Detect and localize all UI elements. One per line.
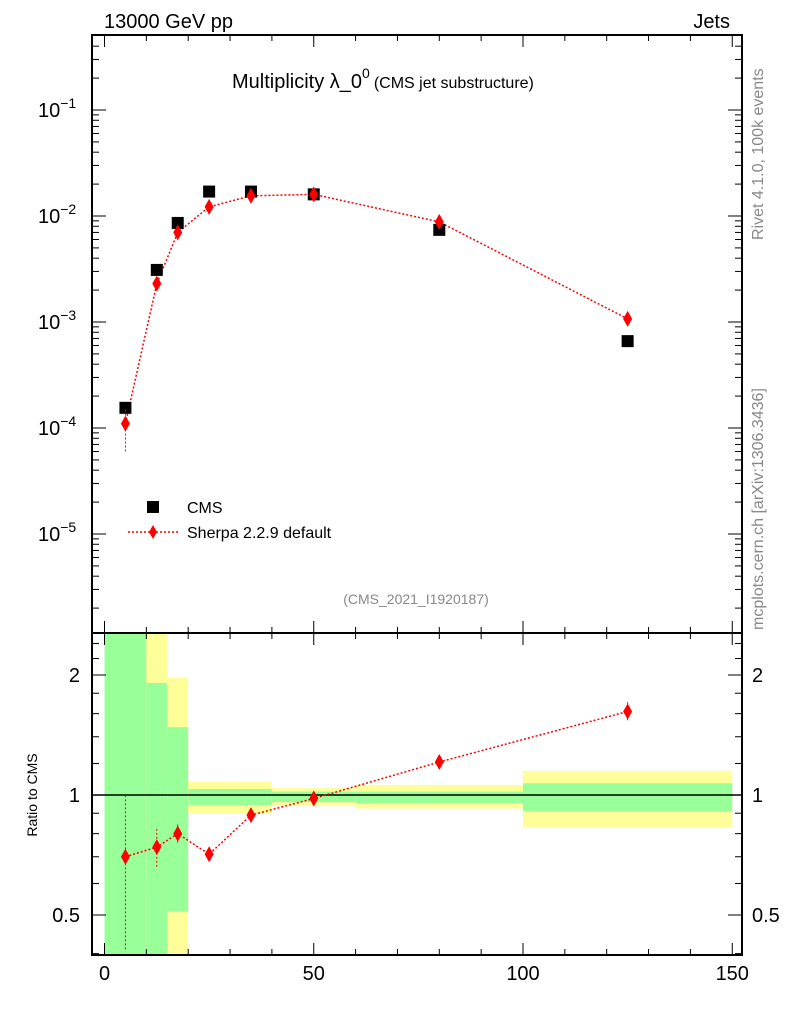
title-sub: (CMS jet substructure)	[374, 75, 534, 92]
title-sup: 0	[362, 65, 370, 81]
cms-point	[203, 185, 216, 198]
stat-uncertainty-band	[104, 634, 147, 954]
header-left: 13000 GeV pp	[104, 11, 233, 33]
mc-point	[120, 415, 130, 432]
legend-data-marker	[147, 501, 159, 513]
ratio-point	[623, 703, 633, 720]
cms-point	[119, 401, 132, 414]
legend-data-label: CMS	[187, 500, 223, 517]
ratio-y-tick-label-right: 2	[752, 665, 763, 687]
plot-title: Multiplicity λ_00(CMS jet substructure)	[232, 65, 534, 93]
stat-uncertainty-band	[167, 727, 189, 912]
stat-uncertainty-band	[230, 789, 272, 805]
ratio-point	[309, 790, 319, 807]
mc-point	[434, 213, 444, 230]
axis-ticks	[92, 35, 742, 955]
ratio-frame	[91, 632, 743, 956]
ratio-y-tick-label: 0.5	[52, 905, 80, 927]
stat-uncertainty-band	[355, 791, 523, 803]
ratio-y-tick-label: 2	[69, 665, 80, 687]
mc-point	[152, 275, 162, 292]
stat-uncertainty-band	[146, 682, 168, 954]
ratio-point	[120, 848, 130, 865]
x-tick-label: 50	[303, 963, 325, 985]
y-tick-label: 10−4	[38, 413, 76, 440]
ratio-point	[434, 753, 444, 770]
cms-point	[621, 335, 634, 348]
x-tick-label: 150	[716, 963, 749, 985]
data-series	[119, 185, 634, 950]
legend-mc-label: Sherpa 2.2.9 default	[187, 525, 332, 542]
ratio-ylabel: Ratio to CMS	[24, 753, 40, 836]
cms-point	[150, 263, 163, 276]
y-tick-label: 10−3	[38, 307, 76, 334]
legend-mc-marker	[149, 525, 157, 539]
tick-labels: 10−1 10−2 10−3 10−4 10−5 0.5 0.5 1 1 2 2 0 50 100 150	[38, 95, 780, 985]
mc-point	[623, 310, 633, 327]
header-right: Jets	[693, 11, 730, 33]
mc-point	[309, 186, 319, 203]
stat-uncertainty-band	[523, 783, 733, 812]
stat-uncertainty-band	[188, 789, 231, 805]
y-tick-label: 10−2	[38, 201, 76, 228]
x-tick-label: 0	[99, 963, 110, 985]
y-tick-label: 10−5	[38, 519, 76, 546]
mc-point	[204, 198, 214, 215]
x-tick-label: 100	[506, 963, 539, 985]
ratio-y-tick-label-right: 0.5	[752, 905, 780, 927]
ratio-point	[246, 807, 256, 824]
ratio-point	[152, 839, 162, 856]
analysis-id: (CMS_2021_I1920187)	[343, 591, 489, 607]
ratio-point	[204, 846, 214, 863]
ratio-line	[125, 710, 628, 858]
legend: CMS Sherpa 2.2.9 default	[128, 500, 332, 542]
y-tick-label: 10−1	[38, 95, 76, 122]
side-text-top: Rivet 4.1.0, 100k events	[750, 68, 767, 240]
side-text-bottom: mcplots.cern.ch [arXiv:1306.3436]	[750, 388, 767, 630]
ratio-uncertainty-bands	[92, 634, 742, 954]
mc-point	[246, 187, 256, 204]
ratio-y-tick-label: 1	[69, 785, 80, 807]
title-main: Multiplicity λ_0	[232, 71, 362, 93]
cms-point	[171, 216, 184, 229]
mc-point	[173, 224, 183, 241]
ratio-y-tick-label-right: 1	[752, 785, 763, 807]
ratio-point	[173, 825, 183, 842]
